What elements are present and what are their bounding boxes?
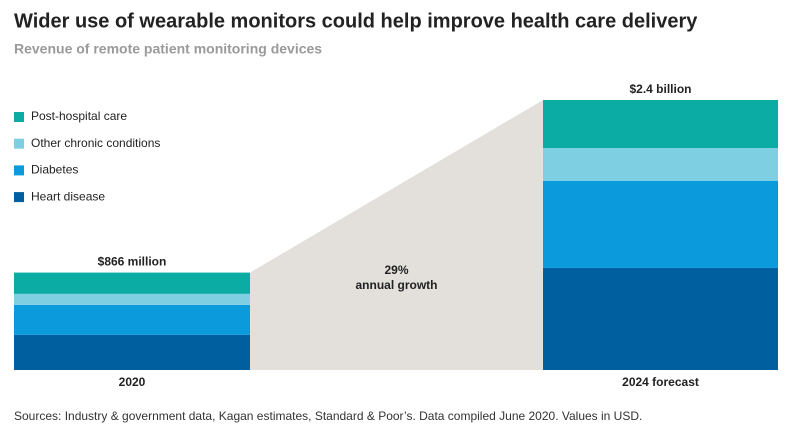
bar-segment bbox=[14, 293, 250, 305]
growth-connector bbox=[250, 100, 543, 370]
chart-subtitle: Revenue of remote patient monitoring dev… bbox=[14, 41, 322, 57]
total-label: $866 million bbox=[98, 255, 167, 269]
legend-swatch bbox=[14, 165, 24, 176]
bar-segment bbox=[14, 304, 250, 335]
legend-swatch bbox=[14, 138, 24, 149]
total-label: $2.4 billion bbox=[629, 82, 691, 96]
x-tick-label: 2024 forecast bbox=[622, 375, 699, 389]
legend-label: Post-hospital care bbox=[31, 109, 127, 123]
legend-label: Heart disease bbox=[31, 189, 105, 203]
bar-segment bbox=[543, 100, 778, 149]
growth-annotation: annual growth bbox=[356, 278, 438, 292]
legend-label: Diabetes bbox=[31, 163, 78, 177]
legend-swatch bbox=[14, 112, 24, 122]
legend-swatch bbox=[14, 192, 24, 203]
bar-segment bbox=[14, 334, 250, 370]
x-tick-label: 2020 bbox=[119, 375, 146, 389]
bar-segment bbox=[543, 267, 778, 370]
bar-segment bbox=[14, 272, 250, 294]
bar-segment bbox=[543, 181, 778, 268]
growth-annotation: 29% bbox=[384, 263, 408, 277]
chart-title: Wider use of wearable monitors could hel… bbox=[14, 10, 698, 32]
bar-segment bbox=[543, 148, 778, 181]
legend-label: Other chronic conditions bbox=[31, 136, 160, 150]
source-note: Sources: Industry & government data, Kag… bbox=[14, 409, 642, 423]
